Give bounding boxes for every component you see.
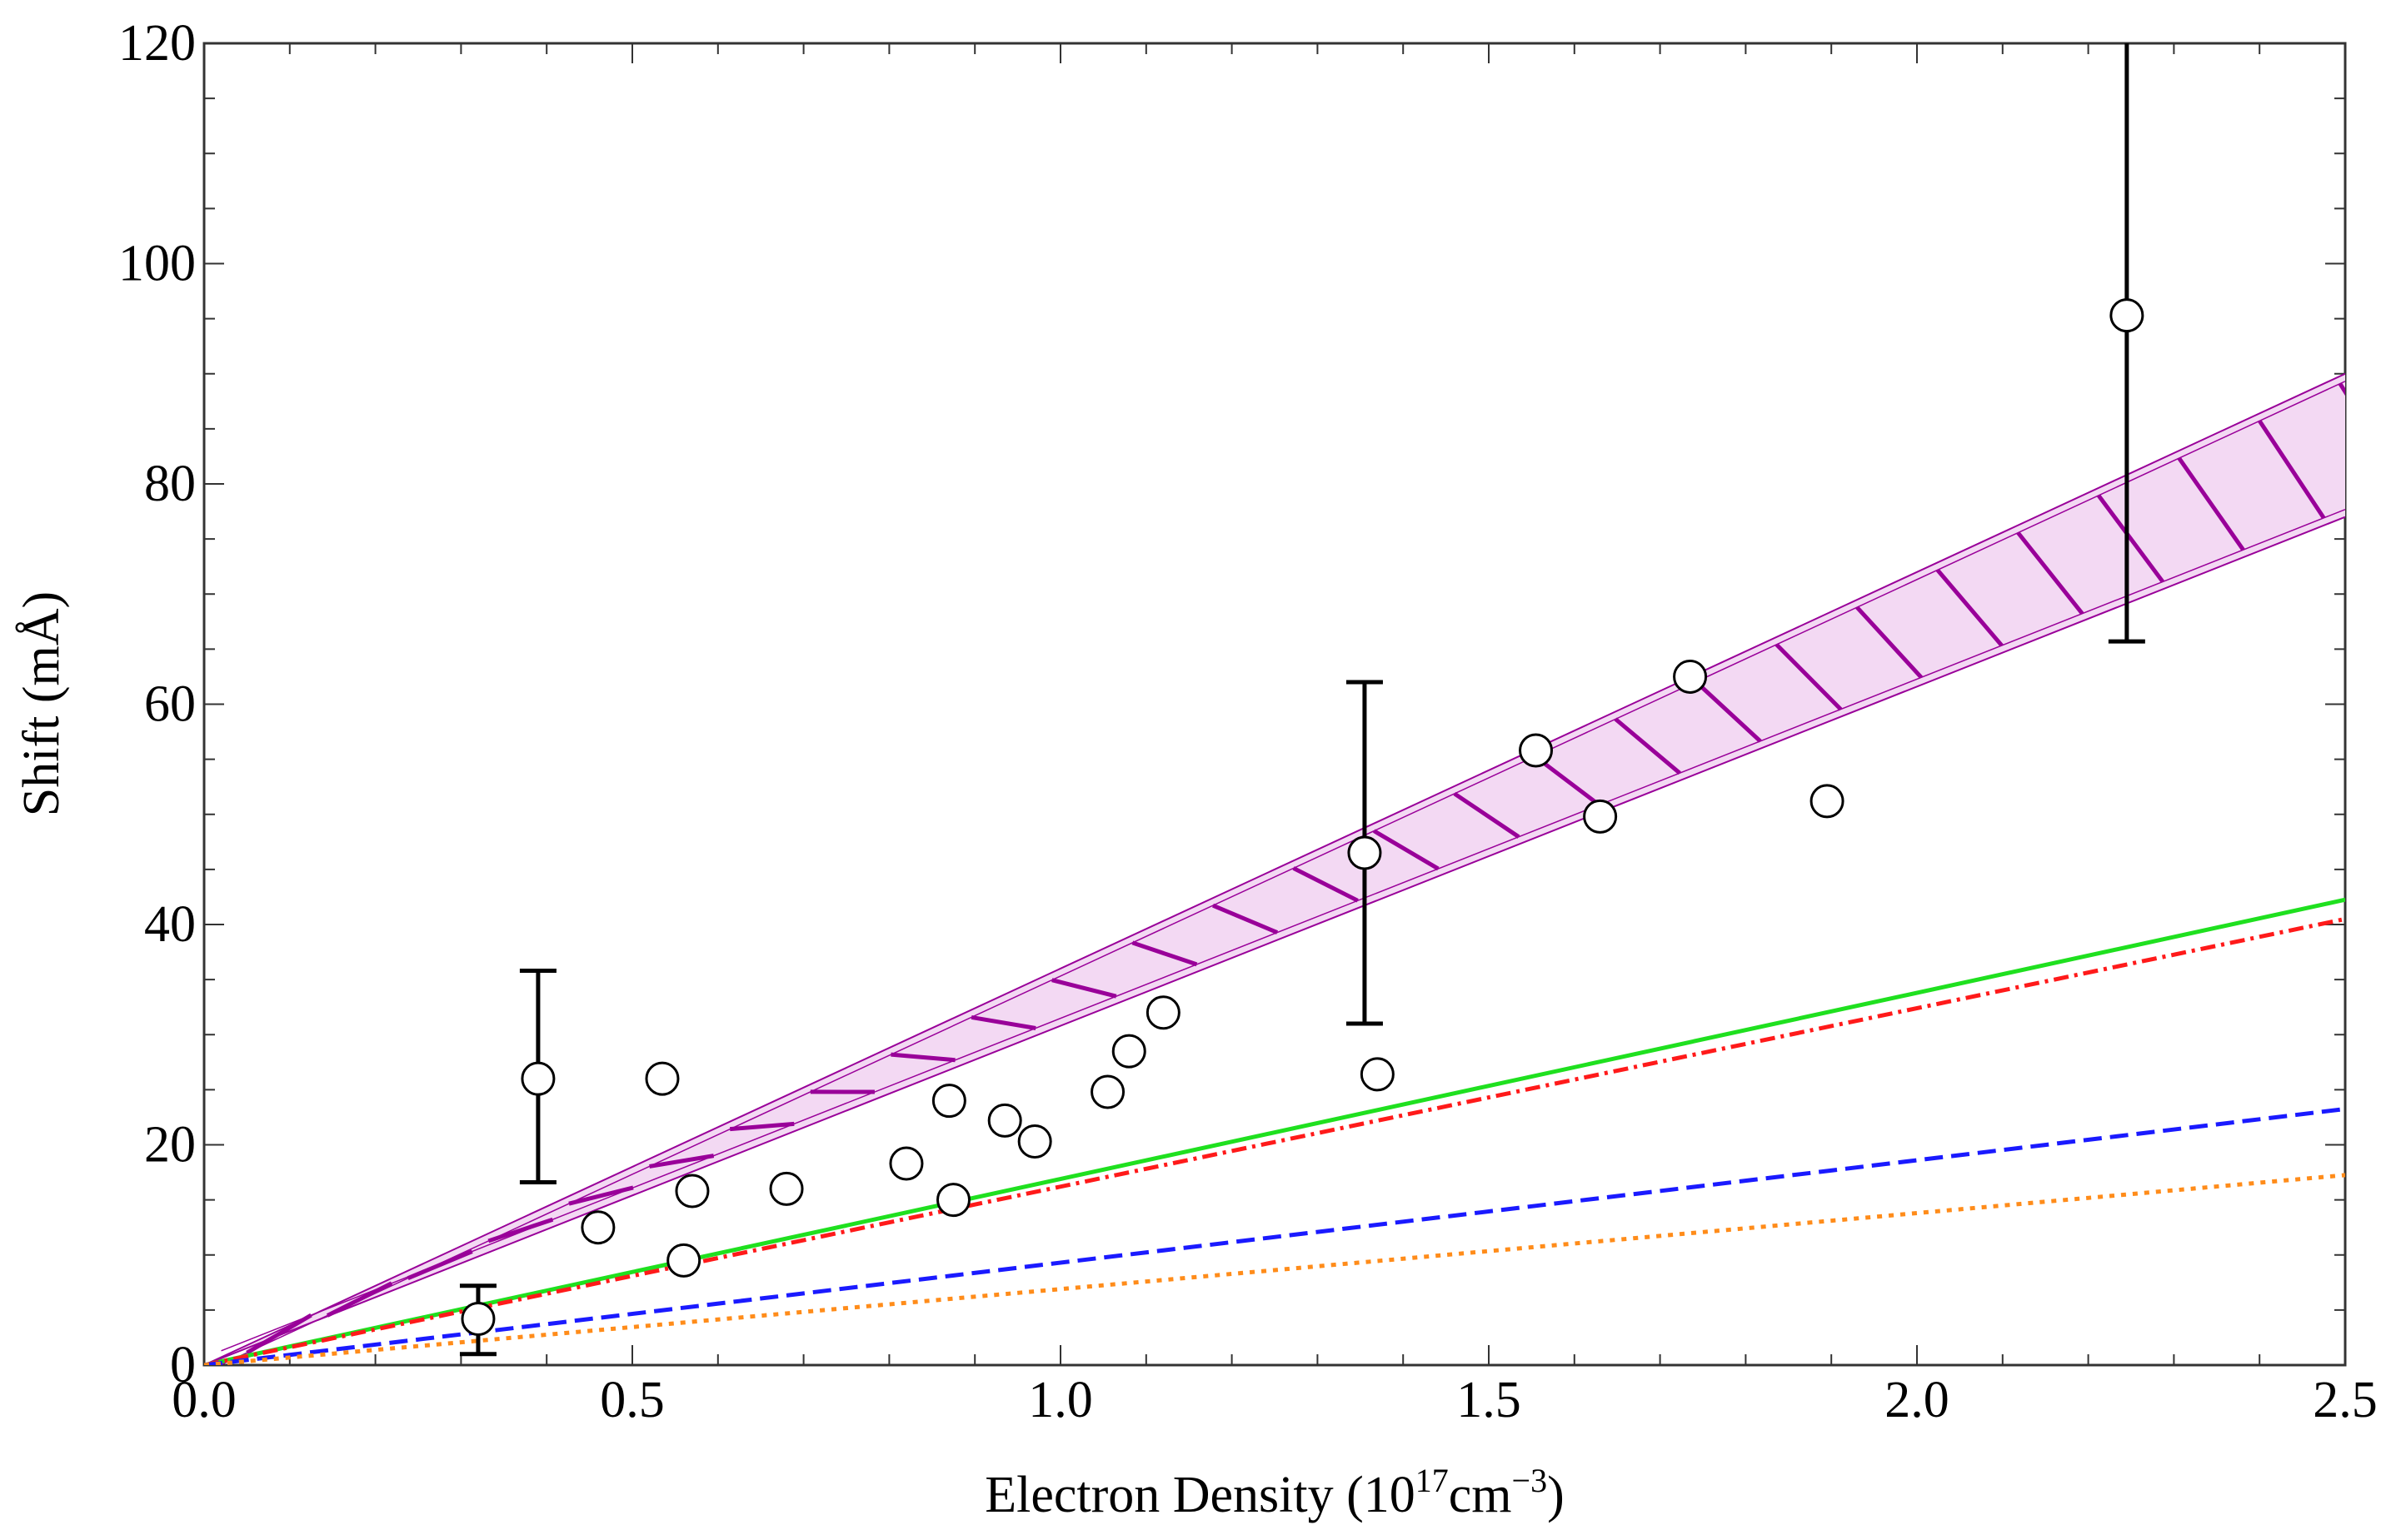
data-point xyxy=(769,1171,804,1206)
band-hatch xyxy=(1614,717,1681,775)
y-tick-label: 60 xyxy=(144,676,196,733)
x-tick-label: 1.0 xyxy=(1028,1372,1093,1428)
data-point xyxy=(889,1146,924,1181)
model-lines xyxy=(204,897,2345,1365)
band-hatch xyxy=(2016,531,2084,616)
band-hatch xyxy=(407,1249,473,1280)
band-hatch xyxy=(971,1014,1036,1030)
band-hatch xyxy=(2338,382,2345,396)
data-point xyxy=(645,1061,680,1096)
data-point xyxy=(936,1183,971,1218)
band-hatch xyxy=(568,1185,634,1206)
orange-dotted-line xyxy=(204,1173,2345,1365)
band-hatch xyxy=(1935,568,2004,647)
y-axis-label: Shift (mÅ) xyxy=(13,591,70,816)
x-tick-label: 1.5 xyxy=(1456,1372,1521,1428)
band-hatch xyxy=(1855,606,1923,679)
band-hatch xyxy=(246,1313,312,1355)
data-point xyxy=(1017,1124,1052,1159)
band-hatch xyxy=(1212,903,1279,934)
data-point xyxy=(1111,1034,1146,1069)
data-point xyxy=(521,1061,556,1096)
band-lower-edge xyxy=(204,516,2345,1365)
band-hatch xyxy=(649,1154,715,1169)
band-hatch xyxy=(1695,680,1762,743)
band-hatch xyxy=(729,1121,795,1132)
band-hatch xyxy=(891,1052,956,1063)
data-point xyxy=(1519,733,1554,768)
x-tick-label: 0.5 xyxy=(600,1372,665,1428)
data-point xyxy=(987,1103,1022,1138)
x-tick-label: 2.0 xyxy=(1884,1372,1949,1428)
green-solid-line xyxy=(204,897,2345,1365)
band-hatch xyxy=(2177,456,2245,551)
data-point xyxy=(581,1210,616,1245)
band-hatch xyxy=(1534,755,1601,807)
y-tick-label: 120 xyxy=(118,15,196,72)
y-tick-label: 40 xyxy=(144,896,196,953)
band-hatch xyxy=(2096,494,2165,583)
y-tick-label: 0 xyxy=(170,1337,196,1393)
band-upper-edge-inner xyxy=(221,381,2345,1365)
data-point xyxy=(675,1174,710,1209)
y-tick-label: 80 xyxy=(144,456,196,512)
blue-dashed-line xyxy=(204,1107,2345,1365)
data-point xyxy=(1146,995,1181,1030)
data-point xyxy=(1360,1057,1395,1092)
band-hatch xyxy=(1131,940,1198,967)
band-hatch xyxy=(1775,643,1843,711)
hatched-band xyxy=(204,372,2345,1365)
y-tick-label: 20 xyxy=(144,1117,196,1174)
data-points xyxy=(459,43,2145,1357)
band-hatch xyxy=(2258,419,2326,520)
data-point xyxy=(931,1084,966,1119)
band-hatch xyxy=(1292,866,1359,903)
y-tick-label: 100 xyxy=(118,236,196,292)
x-tick-label: 2.5 xyxy=(2313,1372,2378,1428)
data-point xyxy=(1347,835,1382,870)
data-point xyxy=(1091,1074,1126,1109)
data-point xyxy=(1673,659,1708,694)
data-point xyxy=(461,1301,496,1336)
band-hatch xyxy=(487,1217,554,1243)
data-point xyxy=(2109,298,2144,333)
band-hatch xyxy=(326,1281,393,1318)
data-point xyxy=(1583,799,1618,834)
band-lower-edge-inner xyxy=(221,508,2345,1352)
axis-ticks: 0.0 0.5 1.0 1.5 2.0 2.5 0 20 40 60 80 100 120 xyxy=(118,15,2378,1428)
data-point xyxy=(666,1243,701,1278)
red-dash-dot-line xyxy=(204,916,2345,1365)
band-hatch xyxy=(1372,829,1440,871)
x-axis-label: Electron Density (1017cm−3) xyxy=(985,1462,1565,1523)
band-hatch xyxy=(1051,978,1117,999)
band-hatch xyxy=(1453,791,1520,839)
band-upper-edge xyxy=(204,372,2345,1365)
data-point xyxy=(1809,784,1844,819)
plot-frame xyxy=(202,42,2347,1367)
x-tick-label: 0.0 xyxy=(172,1372,237,1428)
